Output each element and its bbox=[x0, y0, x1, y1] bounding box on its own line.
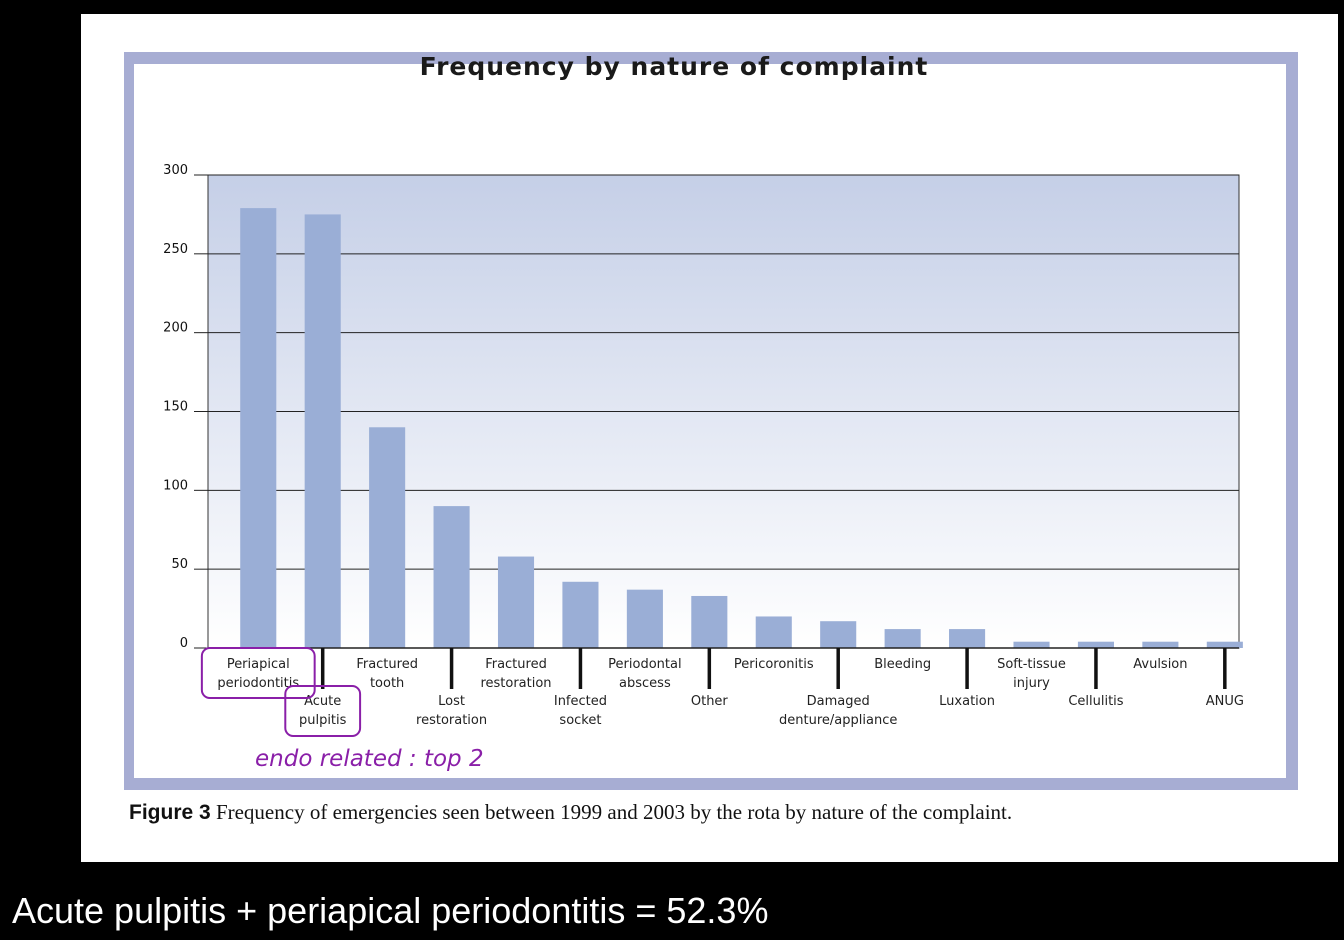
x-tick-label: Periodontal bbox=[608, 657, 681, 672]
bar bbox=[1013, 641, 1050, 648]
bar bbox=[562, 581, 599, 648]
y-tick-label: 0 bbox=[180, 636, 188, 651]
bar bbox=[1206, 641, 1243, 648]
x-tick-label: Periapical bbox=[227, 657, 290, 672]
bar bbox=[691, 595, 728, 648]
x-tick-label: denture/appliance bbox=[779, 713, 897, 728]
y-tick-label: 150 bbox=[163, 400, 188, 415]
bar bbox=[884, 629, 921, 648]
bar bbox=[1142, 641, 1179, 648]
x-tick-label: Infected bbox=[554, 694, 607, 709]
x-tick-label: tooth bbox=[370, 676, 404, 691]
bar bbox=[497, 556, 535, 648]
x-tick-label: restoration bbox=[480, 676, 551, 691]
x-tick-label: Damaged bbox=[807, 694, 870, 709]
x-tick-label: Avulsion bbox=[1133, 657, 1187, 672]
bar bbox=[240, 208, 277, 649]
x-tick-label: Fractured bbox=[356, 657, 418, 672]
caption-text: Frequency of emergencies seen between 19… bbox=[210, 800, 1013, 824]
x-tick-label: Cellulitis bbox=[1068, 694, 1123, 709]
y-tick-label: 250 bbox=[163, 242, 188, 257]
bar bbox=[626, 589, 663, 648]
x-tick-label: Acute bbox=[304, 694, 341, 709]
x-tick-label: Other bbox=[691, 694, 729, 709]
x-tick-label: socket bbox=[559, 713, 601, 728]
x-tick-label: abscess bbox=[619, 676, 671, 691]
bar bbox=[304, 214, 341, 648]
highlight-circle bbox=[284, 685, 362, 737]
handwritten-annotation: endo related : top 2 bbox=[255, 746, 484, 772]
bar bbox=[949, 629, 986, 648]
x-tick-label: restoration bbox=[416, 713, 487, 728]
bar bbox=[433, 506, 470, 648]
x-tick-label: Pericoronitis bbox=[734, 657, 814, 672]
x-tick-label: Bleeding bbox=[874, 657, 931, 672]
y-tick-label: 200 bbox=[163, 321, 188, 336]
bar bbox=[369, 427, 406, 648]
bottom-note: Acute pulpitis + periapical periodontiti… bbox=[12, 890, 769, 931]
chart-title: Frequency by nature of complaint bbox=[419, 52, 929, 81]
highlight-circle bbox=[200, 647, 316, 699]
x-tick-label: Fractured bbox=[485, 657, 547, 672]
x-tick-label: injury bbox=[1013, 676, 1050, 691]
bar-chart: 0 50 100 150 200 250 300 Periapical periodontit… bbox=[163, 163, 1244, 737]
x-tick-label: Lost bbox=[438, 694, 465, 709]
bar bbox=[1077, 641, 1114, 648]
y-tick-label: 50 bbox=[171, 557, 188, 572]
bar bbox=[755, 616, 792, 648]
y-tick-label: 100 bbox=[163, 478, 188, 493]
caption-label: Figure 3 bbox=[129, 801, 211, 824]
figure-caption: Figure 3 Frequency of emergencies seen b… bbox=[129, 800, 1012, 825]
x-tick-label: pulpitis bbox=[299, 713, 347, 728]
x-tick-label: Soft-tissue bbox=[997, 657, 1066, 672]
x-tick-label: periodontitis bbox=[217, 676, 299, 691]
bar bbox=[820, 621, 857, 648]
y-tick-label: 300 bbox=[163, 163, 188, 178]
x-tick-label: ANUG bbox=[1206, 694, 1244, 709]
x-tick-label: Luxation bbox=[939, 694, 995, 709]
